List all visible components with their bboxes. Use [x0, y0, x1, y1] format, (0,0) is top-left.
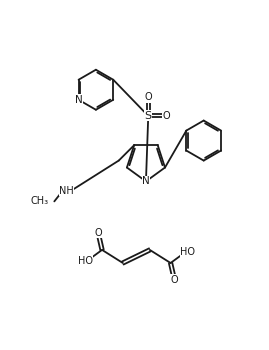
- Text: S: S: [145, 111, 152, 121]
- Text: O: O: [94, 228, 102, 238]
- Text: NH: NH: [59, 186, 74, 196]
- Text: CH₃: CH₃: [30, 196, 48, 206]
- Text: HO: HO: [78, 256, 93, 266]
- Text: O: O: [171, 275, 178, 285]
- Text: N: N: [75, 95, 82, 105]
- Text: N: N: [142, 176, 150, 186]
- Text: O: O: [144, 92, 152, 103]
- Text: O: O: [163, 111, 171, 121]
- Text: HO: HO: [180, 247, 195, 257]
